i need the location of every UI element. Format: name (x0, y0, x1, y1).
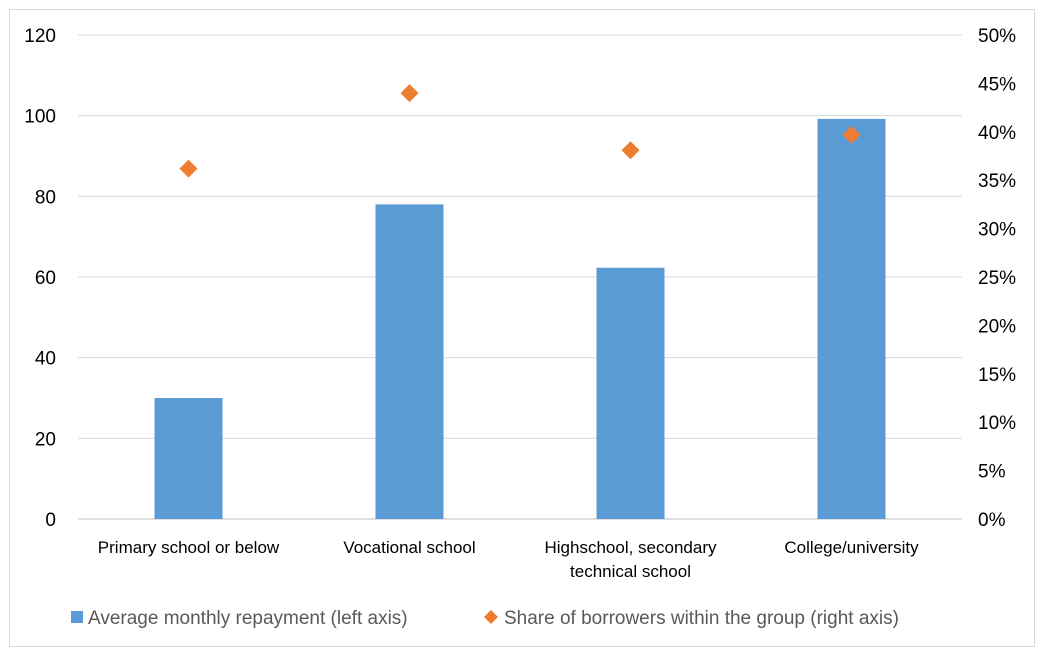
left-tick-label: 80 (35, 187, 56, 208)
category-label: Primary school or below (98, 538, 280, 557)
category-label: technical school (570, 562, 691, 581)
right-tick-label: 0% (978, 510, 1006, 531)
legend: Average monthly repayment (left axis) Sha… (71, 608, 899, 629)
left-tick-label: 20 (35, 429, 56, 450)
bar (596, 267, 665, 519)
right-tick-label: 45% (978, 74, 1016, 95)
legend-diamond-swatch (484, 610, 498, 624)
right-tick-label: 20% (978, 316, 1016, 337)
left-tick-label: 40 (35, 349, 56, 370)
left-tick-label: 100 (24, 107, 56, 128)
diamond-point (400, 84, 419, 103)
right-axis-ticks: 0% 5% 10% 15% 20% 25% 30% 35% 40% 45% 50% (978, 26, 1016, 531)
legend-diamond-label: Share of borrowers within the group (rig… (504, 608, 899, 629)
diamond-series (179, 84, 861, 178)
diamond-point (621, 141, 640, 160)
category-label: Vocational school (343, 538, 475, 557)
right-tick-label: 25% (978, 268, 1016, 289)
right-tick-label: 40% (978, 123, 1016, 144)
category-label: College/university (784, 538, 919, 557)
right-tick-label: 15% (978, 365, 1016, 386)
left-axis-ticks: 0 20 40 60 80 100 120 (24, 26, 56, 531)
right-tick-label: 5% (978, 462, 1006, 483)
right-tick-label: 10% (978, 413, 1016, 434)
category-labels: Primary school or below Vocational school… (98, 538, 919, 581)
left-tick-label: 60 (35, 268, 56, 289)
diamond-point (842, 125, 861, 144)
gridlines (78, 34, 962, 520)
right-tick-label: 35% (978, 171, 1016, 192)
category-label: Highschool, secondary (545, 538, 717, 557)
left-tick-label: 0 (45, 510, 56, 531)
diamond-point (179, 159, 198, 178)
bar (375, 204, 444, 519)
left-tick-label: 120 (24, 26, 56, 47)
legend-bar-label: Average monthly repayment (left axis) (88, 608, 408, 629)
right-tick-label: 30% (978, 220, 1016, 241)
bar (154, 398, 223, 519)
legend-bar-swatch (71, 611, 83, 623)
right-tick-label: 50% (978, 26, 1016, 47)
bar-series (154, 118, 886, 519)
bar (817, 118, 886, 519)
